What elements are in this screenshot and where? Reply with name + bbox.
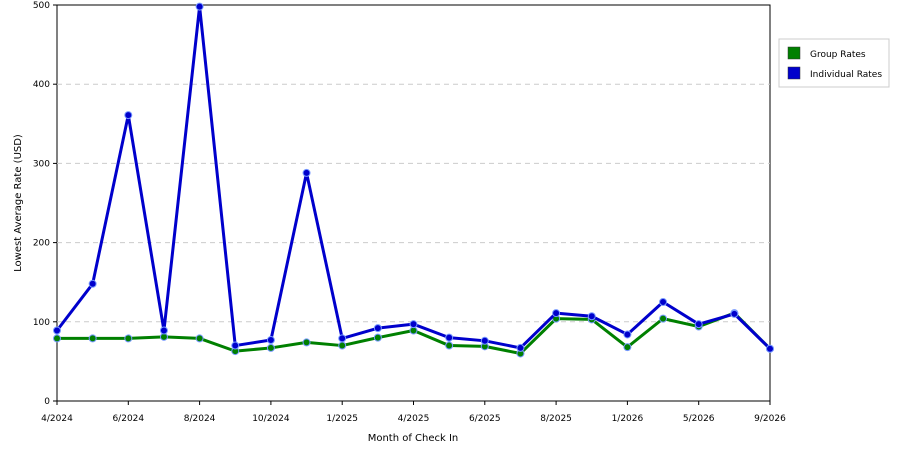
legend-swatch-group-rates (787, 46, 801, 60)
x-tick-label: 6/2024 (112, 414, 144, 424)
data-point-group-rates (659, 314, 668, 323)
y-tick-label: 200 (33, 239, 50, 249)
x-tick-label: 8/2024 (184, 414, 216, 424)
data-point-individual-rates (159, 326, 168, 335)
series-group (53, 2, 774, 358)
x-tick-label: 4/2025 (398, 414, 430, 424)
y-tick-label: 300 (33, 159, 50, 169)
data-point-individual-rates (88, 279, 97, 288)
y-tick-label: 500 (33, 1, 50, 11)
x-tick-label: 5/2026 (683, 414, 715, 424)
series-individual-rates (53, 2, 774, 353)
x-tick-label: 4/2024 (41, 414, 73, 424)
data-point-individual-rates (766, 344, 774, 353)
data-point-individual-rates (124, 111, 133, 120)
x-axis-title: Month of Check In (368, 433, 459, 444)
x-tick-label: 1/2026 (612, 414, 644, 424)
data-point-individual-rates (266, 336, 275, 345)
data-point-individual-rates (338, 334, 347, 343)
legend-swatch-individual-rates (787, 66, 801, 80)
data-point-group-rates (124, 334, 133, 343)
data-point-individual-rates (373, 324, 382, 333)
data-point-individual-rates (195, 2, 204, 11)
x-axis: 4/2024 6/2024 8/2024 10/2024 1/2025 4/2025 6/2… (41, 401, 786, 424)
legend-label-individual-rates: Individual Rates (810, 70, 882, 80)
legend: Group Rates Individual Rates (778, 38, 890, 88)
x-tick-label: 8/2025 (540, 414, 572, 424)
data-point-individual-rates (694, 320, 703, 329)
data-point-group-rates (445, 341, 454, 350)
x-tick-label: 6/2025 (469, 414, 501, 424)
data-point-individual-rates (445, 333, 454, 342)
x-tick-label: 1/2025 (326, 414, 358, 424)
y-tick-label: 0 (44, 397, 50, 407)
x-tick-label: 10/2024 (252, 414, 290, 424)
y-tick-label: 400 (33, 80, 50, 90)
data-point-group-rates (53, 334, 61, 343)
y-axis: 0 100 200 300 400 500 (33, 1, 57, 407)
data-point-individual-rates (302, 168, 311, 177)
data-point-individual-rates (623, 330, 632, 339)
data-point-individual-rates (53, 326, 61, 335)
data-point-group-rates (195, 334, 204, 343)
legend-label-group-rates: Group Rates (810, 50, 866, 60)
data-point-individual-rates (516, 343, 525, 352)
data-point-individual-rates (730, 309, 739, 318)
data-point-group-rates (302, 338, 311, 347)
data-point-group-rates (338, 341, 347, 350)
grid-lines (57, 83, 770, 323)
data-point-individual-rates (587, 312, 596, 321)
data-point-group-rates (623, 343, 632, 352)
y-axis-title: Lowest Average Rate (USD) (13, 134, 24, 272)
data-point-group-rates (88, 334, 97, 343)
y-tick-label: 100 (33, 318, 50, 328)
data-point-group-rates (373, 333, 382, 342)
data-point-individual-rates (552, 309, 561, 318)
data-point-individual-rates (409, 320, 418, 329)
data-point-group-rates (266, 343, 275, 352)
data-point-individual-rates (231, 341, 240, 350)
plot-area (56, 4, 771, 402)
data-point-individual-rates (659, 298, 668, 306)
data-point-individual-rates (480, 336, 489, 345)
x-tick-label: 9/2026 (754, 414, 786, 424)
